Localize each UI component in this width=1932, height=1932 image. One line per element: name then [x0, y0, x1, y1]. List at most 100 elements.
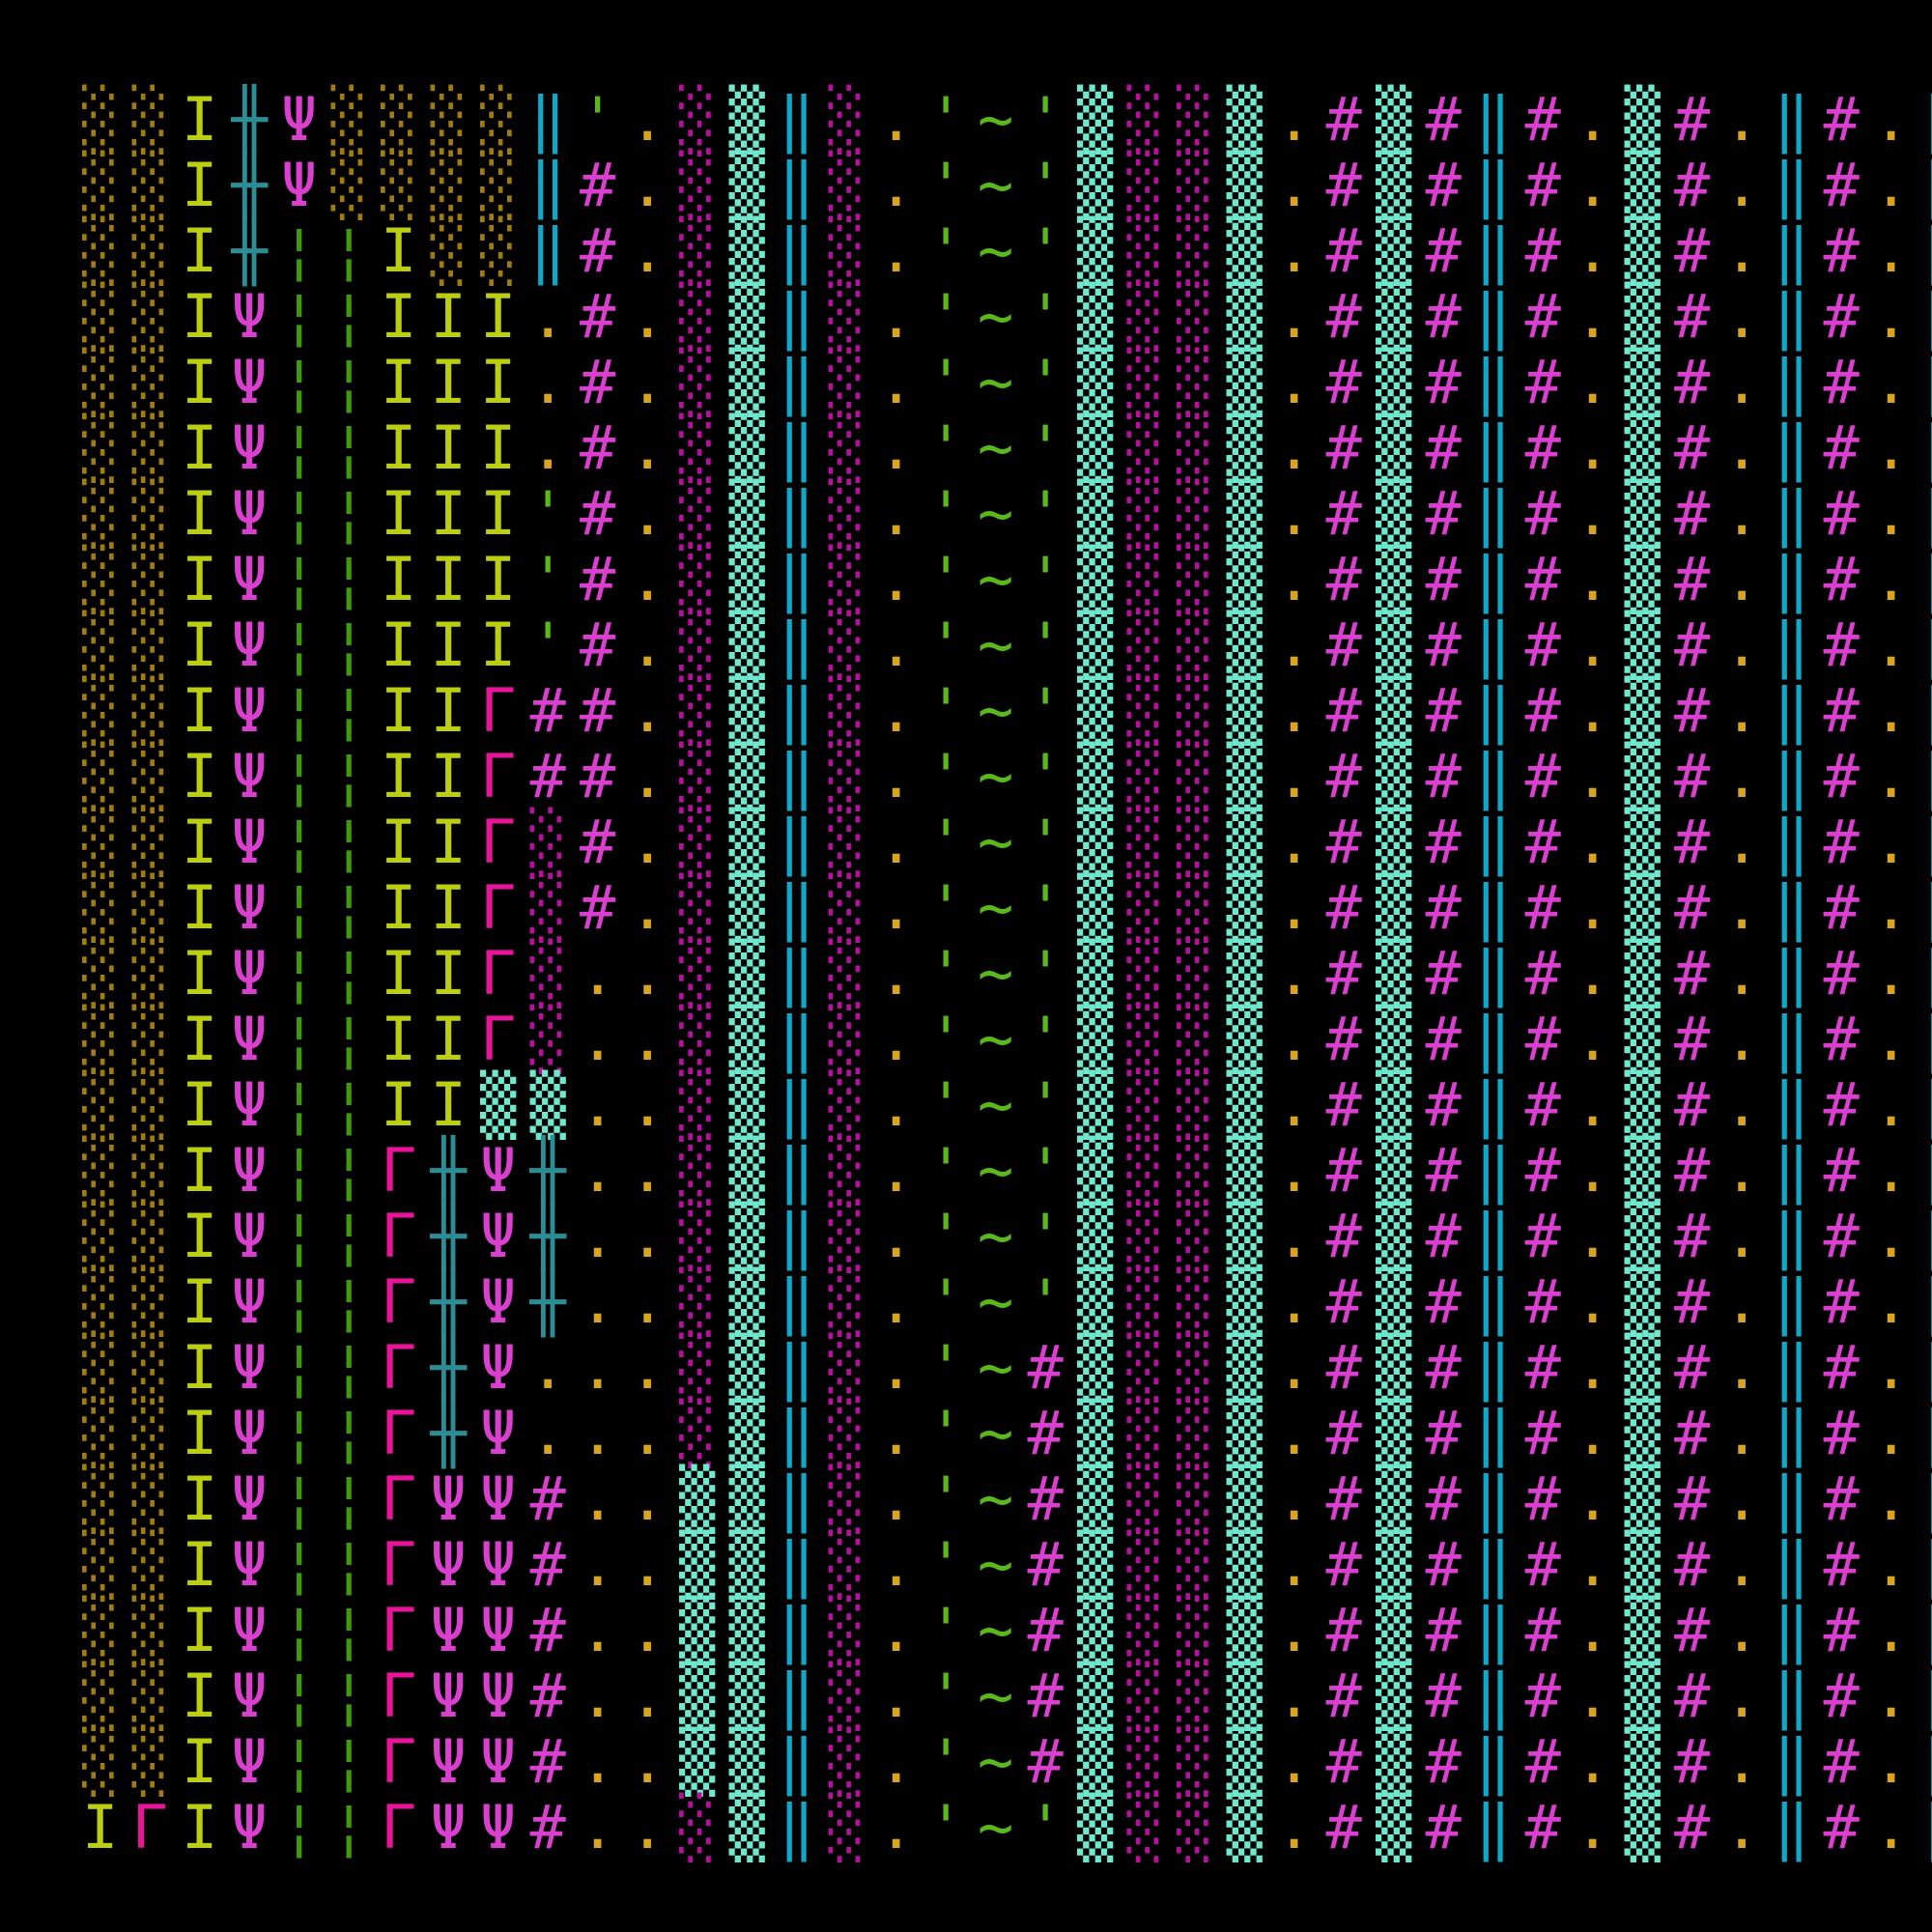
- ascii-cell: ░: [82, 1595, 119, 1665]
- ascii-cell: ': [927, 1529, 964, 1600]
- ascii-cell: #: [1325, 1266, 1362, 1337]
- ascii-cell: ¦: [281, 1726, 318, 1797]
- ascii-cell: I: [182, 1201, 218, 1271]
- ascii-cell: ': [927, 215, 964, 286]
- ascii-cell: ': [1027, 347, 1064, 417]
- ascii-cell: #: [1823, 412, 1860, 483]
- ascii-cell: ░: [82, 675, 119, 746]
- ascii-cell: .: [1723, 938, 1760, 1009]
- ascii-cell: ‖: [1475, 478, 1512, 549]
- ascii-cell: .: [878, 478, 915, 549]
- ascii-cell: ': [1027, 610, 1064, 680]
- ascii-cell: ░: [828, 1726, 865, 1797]
- ascii-cell: ▒: [1226, 1004, 1263, 1074]
- ascii-cell: ░: [1126, 1661, 1163, 1731]
- ascii-cell: ░: [82, 610, 119, 680]
- ascii-cell: #: [529, 1792, 566, 1862]
- ascii-cell: Ψ: [430, 1792, 467, 1862]
- ascii-cell: ': [1027, 150, 1064, 220]
- ascii-cell: ░: [1126, 1201, 1163, 1271]
- ascii-cell: .: [1575, 1595, 1611, 1665]
- ascii-cell: .: [629, 1135, 666, 1206]
- ascii-cell: ▒: [728, 1529, 765, 1600]
- ascii-cell: .: [1873, 807, 1910, 877]
- ascii-cell: ‖: [1475, 741, 1512, 811]
- ascii-cell: ▒: [1077, 1792, 1114, 1862]
- ascii-cell: I: [381, 412, 417, 483]
- ascii-cell: #: [1325, 150, 1362, 220]
- ascii-cell: ¦: [330, 938, 367, 1009]
- ascii-row: ░░IΨ¦¦III'#.░▒‖░.'~'▒░░▒.#▒#‖#.▒#.‖#.‖▒#: [82, 612, 1932, 678]
- ascii-cell: ': [1027, 872, 1064, 943]
- ascii-cell: ~: [978, 675, 1014, 746]
- ascii-cell: .: [1723, 1201, 1760, 1271]
- ascii-cell: #: [1325, 478, 1362, 549]
- ascii-cell: ░: [131, 150, 168, 220]
- ascii-cell: ╫: [529, 1135, 566, 1206]
- ascii-cell: ▒: [1077, 938, 1114, 1009]
- ascii-cell: .: [1873, 1792, 1910, 1862]
- ascii-cell: .: [1575, 84, 1611, 155]
- ascii-cell: ‖: [529, 215, 566, 286]
- ascii-cell: ░: [82, 1004, 119, 1074]
- ascii-cell: #: [529, 1595, 566, 1665]
- ascii-cell: ‖: [1475, 1463, 1512, 1534]
- ascii-cell: Γ: [381, 1529, 417, 1600]
- ascii-cell: ‖: [1923, 875, 1932, 941]
- ascii-cell: #: [1425, 1398, 1462, 1468]
- ascii-cell: ▒: [1376, 1529, 1412, 1600]
- ascii-cell: ': [927, 1463, 964, 1534]
- ascii-cell: ~: [978, 1792, 1014, 1862]
- ascii-cell: ‖: [529, 84, 566, 155]
- ascii-cell: ░: [1177, 1595, 1213, 1665]
- ascii-cell: .: [878, 1135, 915, 1206]
- ascii-cell: #: [1823, 1135, 1860, 1206]
- ascii-cell: .: [1575, 1529, 1611, 1600]
- ascii-cell: #: [529, 1529, 566, 1600]
- ascii-cell: ¦: [281, 938, 318, 1009]
- ascii-cell: #: [580, 610, 616, 680]
- ascii-cell: ▒: [1226, 412, 1263, 483]
- ascii-cell: ‖: [1774, 872, 1810, 943]
- ascii-cell: I: [381, 544, 417, 614]
- ascii-cell: ░: [1177, 281, 1213, 352]
- ascii-cell: .: [878, 1266, 915, 1337]
- ascii-cell: ▒: [1077, 347, 1114, 417]
- ascii-cell: I: [381, 675, 417, 746]
- ascii-cell: ░: [1177, 872, 1213, 943]
- ascii-cell: #: [1325, 84, 1362, 155]
- ascii-cell: Γ: [381, 1463, 417, 1534]
- ascii-cell: Γ: [381, 1201, 417, 1271]
- ascii-cell: ¦: [281, 1529, 318, 1600]
- ascii-cell: #: [1027, 1398, 1064, 1468]
- ascii-cell: ▒: [1376, 1595, 1412, 1665]
- ascii-cell: ‖: [1923, 1795, 1932, 1861]
- ascii-cell: ¦: [330, 1266, 367, 1337]
- ascii-cell: ░: [1126, 1529, 1163, 1600]
- ascii-cell: ░: [828, 1595, 865, 1665]
- ascii-cell: ░: [82, 938, 119, 1009]
- ascii-cell: Ψ: [480, 1661, 517, 1731]
- ascii-cell: ~: [978, 1463, 1014, 1534]
- ascii-cell: .: [1723, 610, 1760, 680]
- ascii-cell: ‖: [1774, 1135, 1810, 1206]
- ascii-cell: Ψ: [480, 1529, 517, 1600]
- ascii-cell: ¦: [281, 610, 318, 680]
- ascii-cell: ~: [978, 544, 1014, 614]
- ascii-cell: ░: [131, 544, 168, 614]
- ascii-cell: ‖: [779, 347, 815, 417]
- ascii-cell: ▒: [1226, 1332, 1263, 1403]
- ascii-cell: ░: [131, 1529, 168, 1600]
- ascii-cell: I: [480, 347, 517, 417]
- ascii-cell: .: [1575, 1069, 1611, 1140]
- ascii-cell: ░: [82, 872, 119, 943]
- ascii-cell: ░: [828, 1463, 865, 1534]
- ascii-cell: ░: [1177, 610, 1213, 680]
- ascii-cell: .: [878, 1004, 915, 1074]
- ascii-cell: ▒: [1226, 347, 1263, 417]
- ascii-cell: ░: [82, 1201, 119, 1271]
- ascii-cell: ‖: [779, 1792, 815, 1862]
- ascii-cell: I: [430, 675, 467, 746]
- ascii-cell: ░: [828, 1201, 865, 1271]
